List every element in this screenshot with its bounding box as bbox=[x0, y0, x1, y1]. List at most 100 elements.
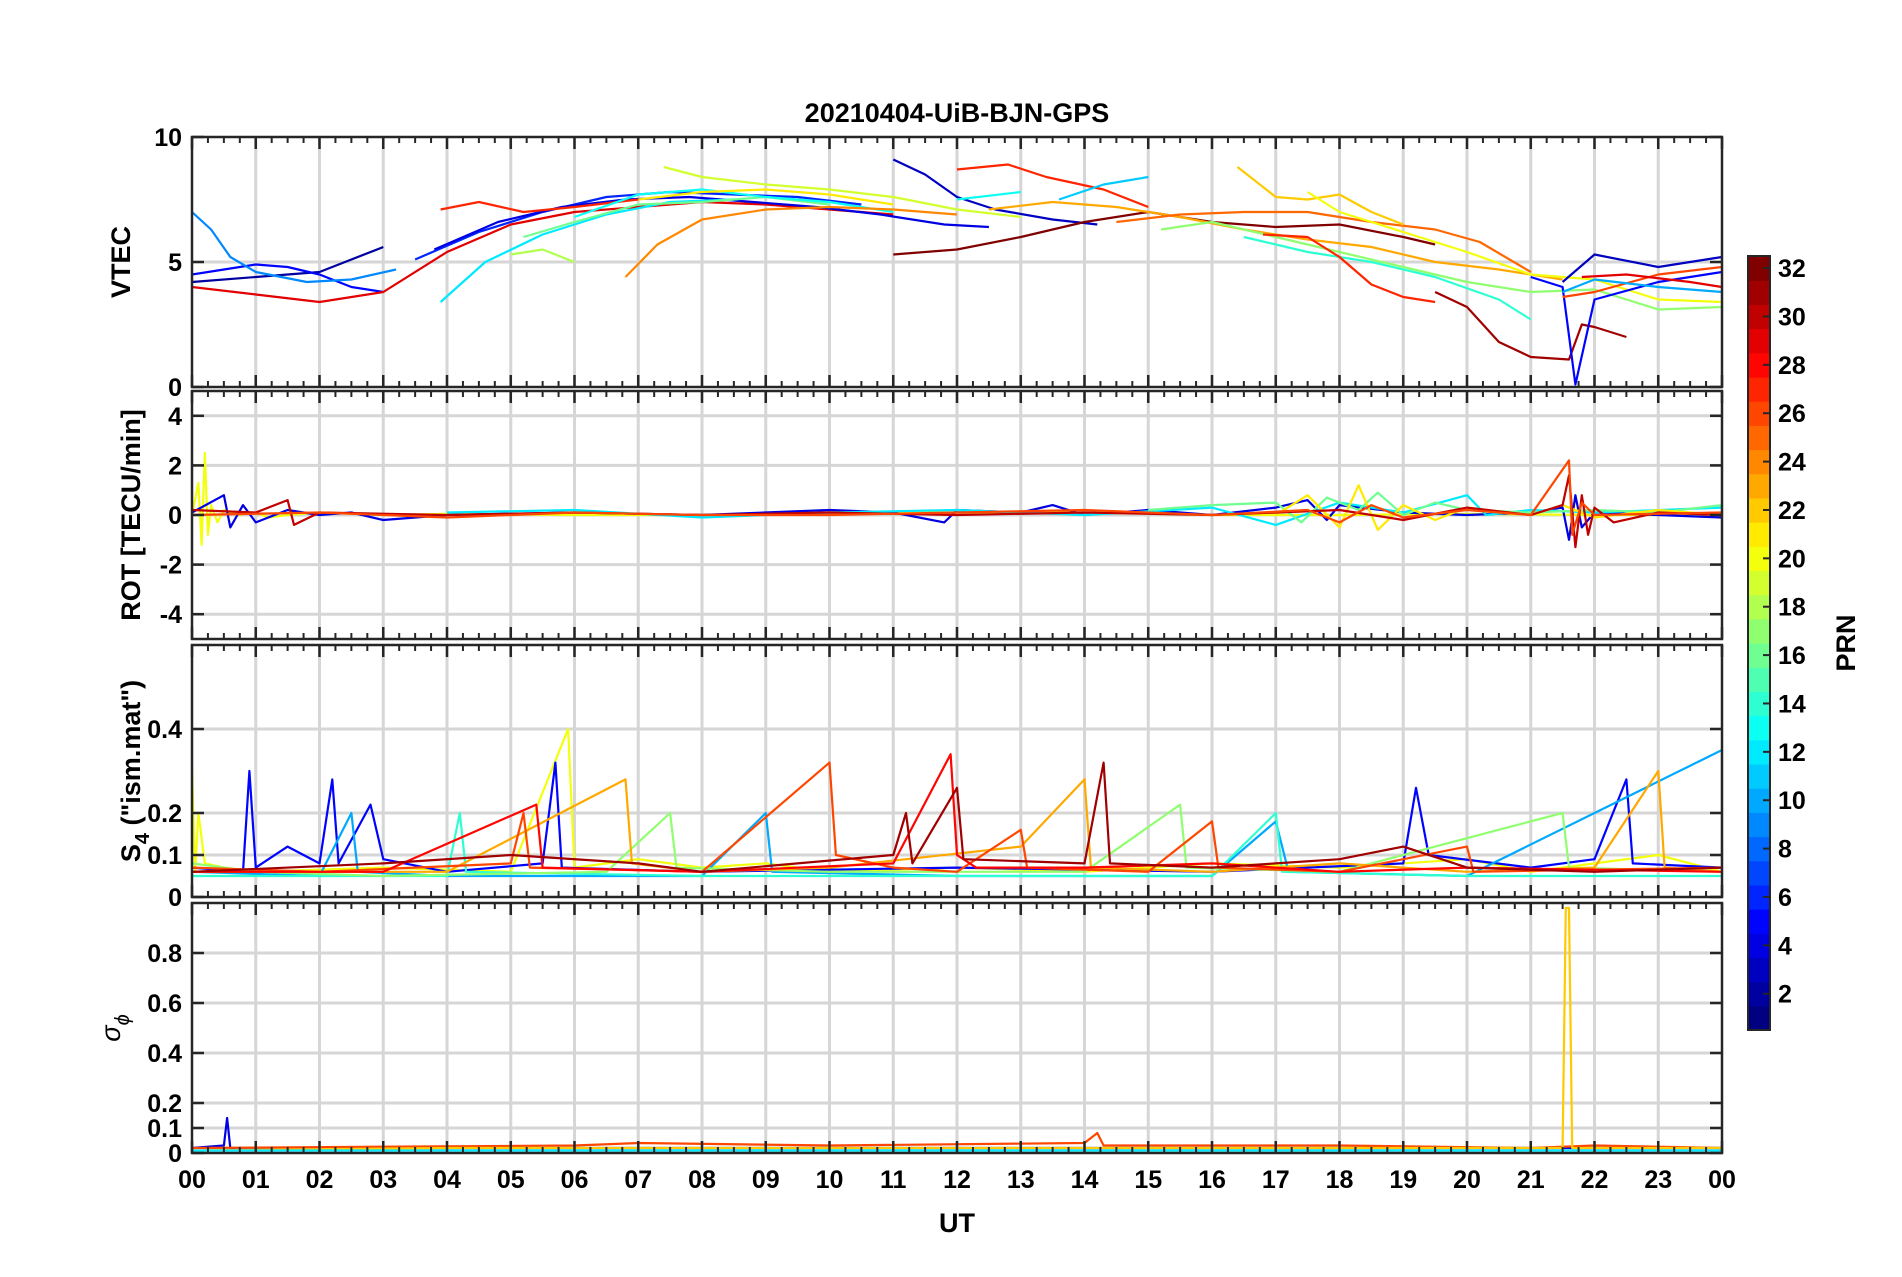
x-tick-label: 18 bbox=[1326, 1166, 1354, 1194]
series-line-prn-3 bbox=[892, 158, 1098, 226]
colorbar-swatch bbox=[1748, 425, 1770, 451]
colorbar-swatch bbox=[1748, 1005, 1770, 1031]
series-line-prn-21 bbox=[638, 188, 894, 206]
colorbar-frame bbox=[1747, 255, 1771, 1031]
colorbar-tick-label: 8 bbox=[1778, 836, 1792, 864]
colorbar-swatch bbox=[1748, 860, 1770, 886]
series-line-prn-9 bbox=[192, 211, 397, 284]
x-tick-label: 09 bbox=[752, 1166, 780, 1194]
panel-rot: -4 -2 0 2 4 ROT [TECU/min] bbox=[116, 389, 1724, 641]
series-line-prn-31 bbox=[1434, 291, 1627, 361]
series-line-prn-10 bbox=[1562, 278, 1722, 294]
series-line-prn-14 bbox=[1243, 235, 1532, 321]
colorbar-swatch bbox=[1748, 328, 1770, 354]
x-tick-label: 00 bbox=[1708, 1166, 1736, 1194]
colorbar-swatch bbox=[1748, 280, 1770, 305]
y-tick-label: 0 bbox=[168, 502, 182, 530]
colorbar-swatch bbox=[1748, 256, 1770, 281]
series-line-prn-17 bbox=[1160, 220, 1722, 311]
series-line-prn-22 bbox=[1236, 166, 1404, 226]
colorbar-swatch bbox=[1748, 957, 1770, 983]
y-tick-label: 0.8 bbox=[147, 940, 182, 968]
y-axis-label: σϕ bbox=[96, 1014, 134, 1041]
series-line-prn-2 bbox=[192, 245, 384, 284]
colorbar-tick-label: 26 bbox=[1778, 400, 1806, 428]
series-group bbox=[192, 451, 1722, 549]
series-line-prn-13 bbox=[956, 190, 1021, 201]
series-line-prn-27 bbox=[440, 198, 639, 214]
y-tick-label: 2 bbox=[168, 452, 182, 480]
colorbar-swatch bbox=[1748, 667, 1770, 692]
series-line-prn-11 bbox=[1058, 175, 1149, 201]
chart-title: 20210404-UiB-BJN-GPS bbox=[805, 98, 1110, 128]
colorbar-tick-label: 16 bbox=[1778, 642, 1806, 670]
colorbar-swatch bbox=[1748, 304, 1770, 330]
x-tick-label: 06 bbox=[561, 1166, 589, 1194]
y-tick-label: 5 bbox=[168, 249, 182, 277]
y-tick-label: 0.4 bbox=[147, 1040, 182, 1068]
x-tick-label: 12 bbox=[943, 1166, 971, 1194]
x-tick-label: 17 bbox=[1262, 1166, 1290, 1194]
y-axis-label-main: S bbox=[116, 844, 146, 862]
series-line-prn-3 bbox=[1561, 253, 1722, 283]
series-line-prn-27 bbox=[1262, 233, 1436, 304]
x-tick-label: 05 bbox=[497, 1166, 525, 1194]
x-tick-label: 20 bbox=[1453, 1166, 1481, 1194]
colorbar-tick-label: 10 bbox=[1778, 787, 1806, 815]
series-line-prn-29 bbox=[1581, 273, 1722, 289]
y-tick-label: -2 bbox=[160, 552, 182, 580]
x-tick-label: 04 bbox=[433, 1166, 461, 1194]
panel-vtec: 0 5 10 VTEC bbox=[106, 124, 1724, 402]
colorbar-swatch bbox=[1748, 909, 1770, 934]
colorbar-tick-label: 20 bbox=[1778, 545, 1806, 573]
colorbar-tick-label: 28 bbox=[1778, 352, 1806, 380]
y-axis-label: S4 ("ism.mat") bbox=[116, 680, 154, 862]
y-tick-label: 0 bbox=[168, 374, 182, 402]
x-tick-label: 15 bbox=[1134, 1166, 1162, 1194]
colorbar-tick-label: 14 bbox=[1778, 690, 1806, 718]
colorbar-swatch bbox=[1748, 739, 1770, 765]
series-line-prn-12 bbox=[439, 198, 734, 303]
colorbar-swatch bbox=[1748, 643, 1770, 668]
series-line-prn-27 bbox=[956, 163, 1149, 209]
series-line-prn-13 bbox=[574, 188, 894, 219]
colorbar-swatch bbox=[1748, 594, 1770, 620]
panel-s4: 00.10.20.4S4 ("ism.mat") bbox=[116, 643, 1724, 912]
y-axis-label: ROT [TECU/min] bbox=[116, 409, 146, 620]
colorbar-swatch bbox=[1748, 449, 1770, 475]
colorbar-tick-label: 32 bbox=[1778, 255, 1806, 283]
x-axis-label: UT bbox=[939, 1208, 975, 1238]
colorbar-swatch bbox=[1748, 812, 1770, 838]
y-tick-label: 0.2 bbox=[147, 800, 182, 828]
series-line-prn-29 bbox=[192, 200, 894, 304]
y-tick-label: 0.2 bbox=[147, 1090, 182, 1118]
colorbar-swatch bbox=[1748, 570, 1770, 596]
colorbar-swatch bbox=[1748, 884, 1770, 910]
y-tick-label: 0.6 bbox=[147, 990, 182, 1018]
series-line-prn-23 bbox=[192, 769, 1722, 873]
y-axis-label-sub: 4 bbox=[132, 832, 154, 844]
colorbar-swatch bbox=[1748, 473, 1770, 499]
x-tick-label: 21 bbox=[1517, 1166, 1545, 1194]
colorbar-swatch bbox=[1748, 763, 1770, 789]
x-tick-label: 00 bbox=[178, 1166, 206, 1194]
x-tick-label: 23 bbox=[1644, 1166, 1672, 1194]
colorbar-swatch bbox=[1748, 691, 1770, 717]
colorbar-tick-label: 4 bbox=[1778, 932, 1792, 960]
colorbar-swatch bbox=[1748, 715, 1770, 741]
y-tick-label: -4 bbox=[160, 601, 182, 629]
colorbar-tick-label: 2 bbox=[1778, 981, 1792, 1009]
y-tick-label: 0 bbox=[168, 884, 182, 912]
series-line-prn-25 bbox=[1116, 210, 1532, 273]
series-line-prn-19 bbox=[663, 165, 1021, 219]
x-tick-label: 07 bbox=[624, 1166, 652, 1194]
x-tick-label: 01 bbox=[242, 1166, 270, 1194]
colorbar-swatch bbox=[1748, 522, 1770, 547]
colorbar-tick-label: 22 bbox=[1778, 497, 1806, 525]
series-line-prn-21 bbox=[1275, 484, 1722, 531]
series-group bbox=[192, 158, 1722, 386]
colorbar-swatch bbox=[1748, 836, 1770, 862]
y-tick-label: 0.1 bbox=[147, 842, 182, 870]
